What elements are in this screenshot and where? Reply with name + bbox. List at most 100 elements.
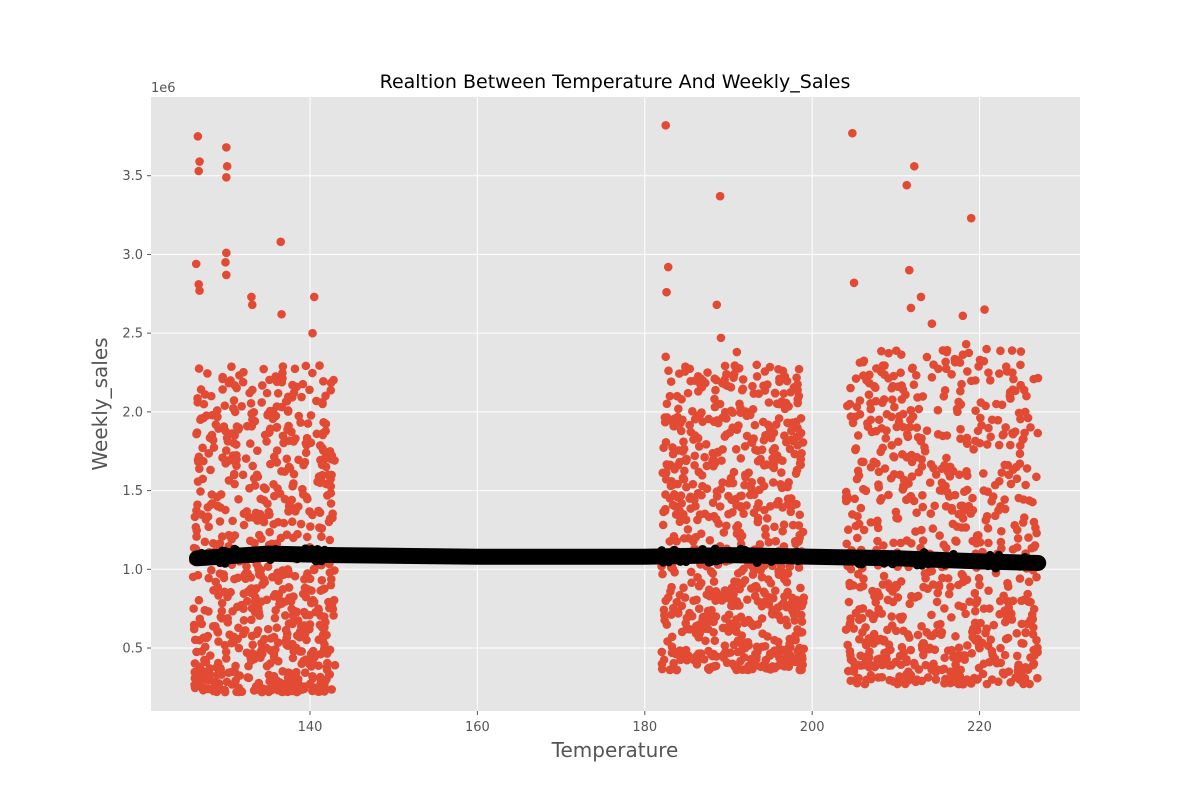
trend-point (949, 549, 958, 559)
scatter-point (194, 595, 204, 605)
scatter-point (764, 537, 774, 547)
scatter-point (760, 641, 770, 651)
trend-point (842, 549, 852, 559)
scatter-point (999, 429, 1008, 439)
trend-point (736, 544, 745, 554)
scatter-point (724, 478, 734, 488)
scatter-point (325, 568, 335, 577)
scatter-point (257, 534, 266, 544)
scatter-point (962, 467, 971, 476)
scatter-point (217, 613, 227, 623)
scatter-point (866, 404, 876, 414)
scatter-point (793, 385, 802, 395)
scatter-point (729, 590, 738, 599)
scatter-point (326, 580, 336, 590)
trend-point (676, 557, 685, 566)
scatter-point (736, 612, 746, 622)
scatter-point (303, 419, 313, 428)
scatter-point (939, 485, 948, 495)
scatter-point (660, 417, 670, 427)
scatter-point (316, 455, 325, 465)
scatter-point (920, 569, 930, 578)
trend-point (247, 554, 257, 563)
scatter-point (661, 596, 671, 606)
scatter-point (861, 653, 870, 663)
scatter-point (887, 440, 897, 450)
scatter-point (927, 610, 936, 620)
scatter-point (704, 414, 714, 424)
scatter-point (954, 643, 964, 653)
scatter-point (660, 506, 670, 516)
scatter-point (791, 635, 800, 645)
scatter-point (262, 388, 272, 398)
scatter-point (276, 237, 286, 247)
scatter-point (666, 587, 675, 596)
scatter-point (982, 440, 992, 449)
scatter-point (979, 486, 989, 495)
scatter-point (325, 645, 335, 655)
scatter-point (851, 608, 861, 618)
scatter-point (967, 649, 977, 658)
scatter-point (766, 578, 776, 588)
scatter-point (222, 172, 231, 182)
scatter-point (1032, 572, 1041, 582)
scatter-point (670, 465, 679, 474)
scatter-point (939, 392, 949, 401)
scatter-point (221, 654, 231, 663)
scatter-point (229, 470, 239, 480)
scatter-point (932, 597, 942, 607)
scatter-point (974, 573, 984, 583)
scatter-point (217, 598, 227, 608)
scatter-point (307, 662, 316, 671)
scatter-point (200, 605, 210, 615)
scatter-point (884, 374, 893, 383)
scatter-point (877, 346, 886, 356)
scatter-point (945, 472, 955, 481)
scatter-point (729, 373, 738, 382)
scatter-point (270, 613, 280, 623)
scatter-point (770, 635, 779, 645)
scatter-point (1019, 513, 1029, 522)
scatter-point (282, 396, 292, 406)
scatter-point (687, 578, 696, 588)
scatter-point (884, 661, 894, 670)
scatter-point (309, 597, 319, 607)
scatter-point (928, 524, 938, 533)
scatter-point (245, 439, 255, 448)
scatter-point (708, 498, 718, 508)
scatter-point (956, 434, 965, 444)
scatter-point (869, 381, 879, 391)
scatter-point (226, 376, 235, 385)
trend-point (908, 553, 918, 562)
scatter-point (748, 661, 758, 671)
scatter-point (909, 380, 919, 390)
scatter-point (721, 430, 731, 439)
scatter-point (1008, 545, 1018, 554)
scatter-point (1008, 368, 1017, 377)
scatter-point (974, 362, 983, 371)
scatter-point (851, 444, 861, 453)
scatter-point (287, 427, 296, 437)
scatter-point (204, 449, 213, 458)
scatter-point (715, 502, 725, 511)
scatter-point (1000, 606, 1009, 615)
scatter-point (853, 569, 863, 579)
scatter-point (694, 581, 704, 591)
scatter-point (289, 592, 298, 601)
scatter-point (907, 472, 917, 481)
scatter-point (866, 415, 876, 425)
scatter-point (913, 630, 923, 640)
scatter-point (206, 391, 216, 401)
scatter-point (663, 262, 673, 272)
scatter-point (726, 601, 736, 611)
scatter-point (960, 651, 970, 660)
scatter-point (904, 667, 913, 676)
scatter-point (906, 645, 916, 655)
scatter-point (297, 392, 306, 402)
trend-point (854, 559, 864, 569)
scatter-point (756, 566, 765, 575)
scatter-point (786, 507, 796, 517)
scatter-point (247, 615, 256, 625)
trend-point (222, 554, 232, 563)
